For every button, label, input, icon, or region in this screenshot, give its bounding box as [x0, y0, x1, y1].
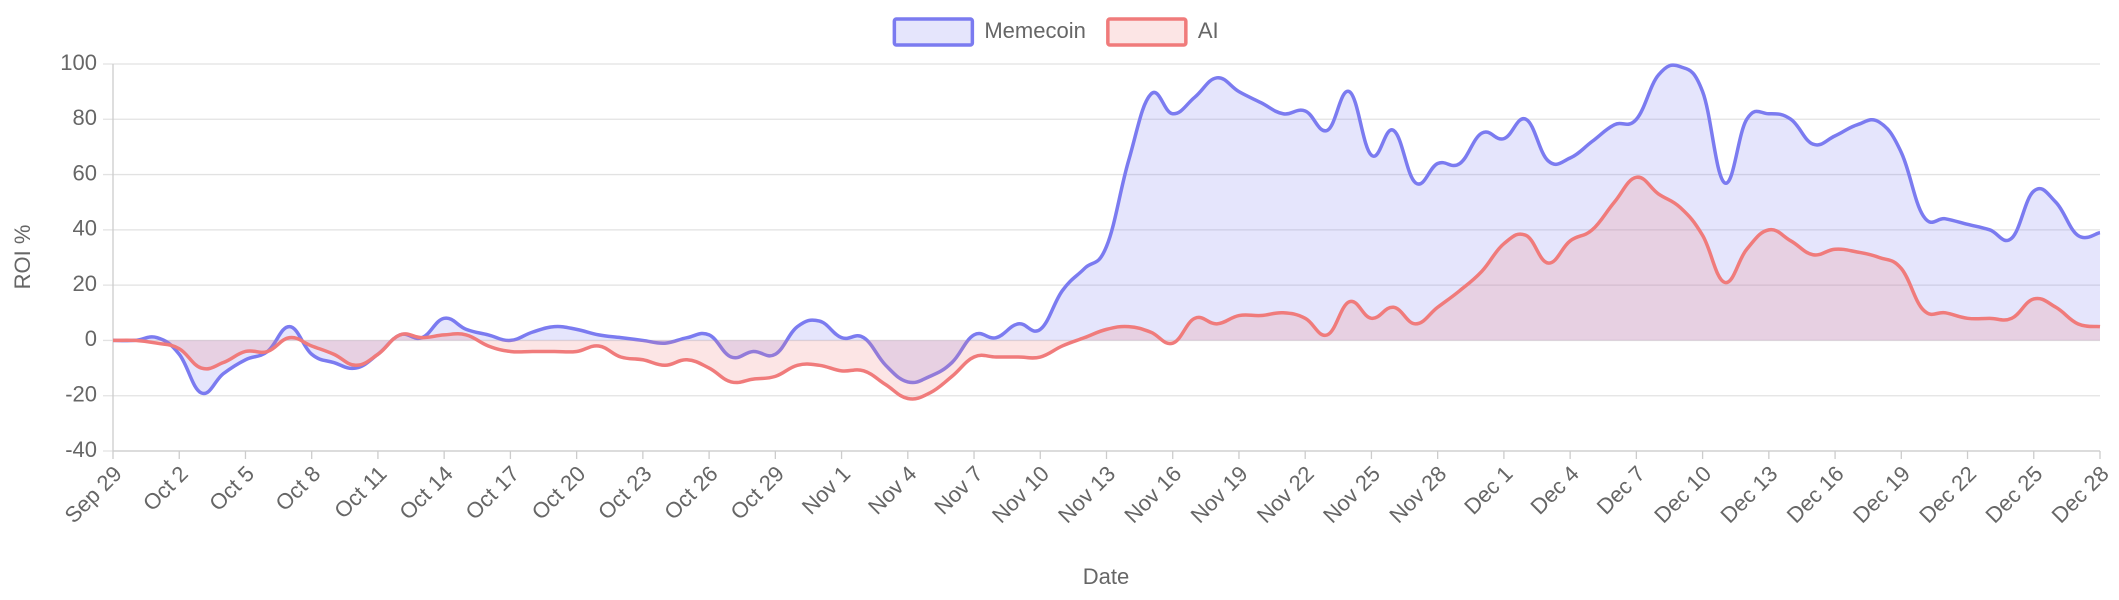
x-tick-label: Oct 26 — [659, 461, 723, 525]
x-tick-label: Dec 4 — [1525, 461, 1583, 519]
x-tick-label: Oct 23 — [593, 461, 657, 525]
x-tick-label: Oct 5 — [204, 461, 259, 516]
x-tick-label: Nov 10 — [987, 461, 1054, 528]
x-tick-label: Nov 4 — [863, 461, 921, 519]
x-tick-label: Oct 29 — [725, 461, 789, 525]
x-tick-label: Dec 13 — [1716, 461, 1783, 528]
x-tick-label: Nov 16 — [1119, 461, 1186, 528]
x-tick-label: Oct 17 — [461, 461, 525, 525]
legend-label: Memecoin — [984, 18, 1085, 43]
x-tick-label: Oct 14 — [394, 461, 458, 525]
y-tick-label: -40 — [65, 437, 97, 462]
x-tick-label: Dec 25 — [1980, 461, 2047, 528]
x-tick-label: Oct 8 — [270, 461, 325, 516]
x-tick-label: Nov 13 — [1053, 461, 1120, 528]
x-tick-label: Nov 28 — [1384, 461, 1451, 528]
x-tick-label: Nov 22 — [1252, 461, 1319, 528]
line — [112, 63, 2101, 396]
y-tick-label: 60 — [73, 160, 97, 185]
x-tick-label: Oct 2 — [138, 461, 193, 516]
x-tick-label: Dec 1 — [1459, 461, 1517, 519]
y-tick-label: 80 — [73, 105, 97, 130]
area — [113, 177, 2100, 399]
area — [113, 65, 2100, 394]
x-tick-label: Dec 28 — [2047, 461, 2114, 528]
x-tick-label: Nov 19 — [1186, 461, 1253, 528]
legend: Memecoin AI — [892, 17, 1219, 47]
y-axis-label: ROI % — [10, 225, 35, 290]
y-tick-label: 0 — [85, 326, 97, 351]
legend-label: AI — [1198, 18, 1219, 43]
y-tick-label: -20 — [65, 382, 97, 407]
x-tick-label: Nov 7 — [929, 461, 987, 519]
x-tick-label: Dec 10 — [1649, 461, 1716, 528]
y-tick-label: 40 — [73, 216, 97, 241]
x-tick-label: Dec 22 — [1914, 461, 1981, 528]
x-tick-label: Oct 20 — [527, 461, 591, 525]
line — [112, 175, 2101, 401]
y-tick-label: 100 — [60, 50, 97, 75]
x-tick-label: Sep 29 — [60, 461, 127, 528]
y-tick-label: 20 — [73, 271, 97, 296]
x-tick-label: Oct 11 — [329, 461, 391, 523]
x-tick-label: Dec 7 — [1592, 461, 1650, 519]
x-tick-label: Nov 25 — [1318, 461, 1385, 528]
x-tick-label: Dec 19 — [1848, 461, 1915, 528]
x-axis-label: Date — [1083, 564, 1129, 589]
x-tick-label: Dec 16 — [1782, 461, 1849, 528]
x-tick-label: Nov 1 — [797, 461, 855, 519]
legend-swatch — [1106, 17, 1188, 47]
legend-swatch — [892, 17, 975, 47]
